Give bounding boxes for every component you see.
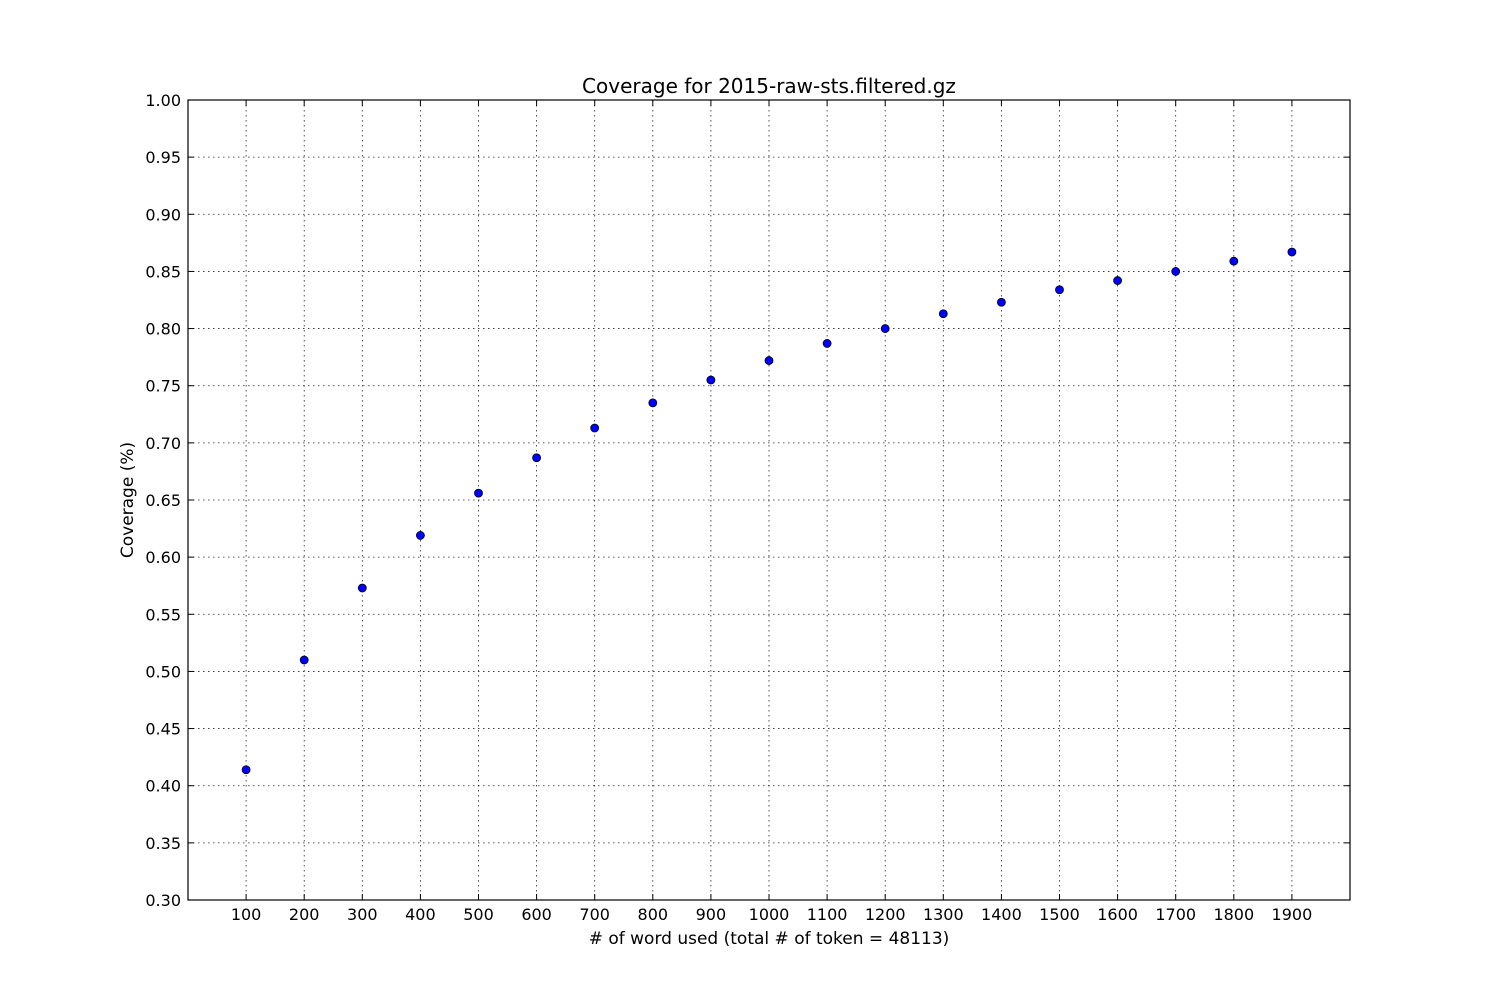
x-axis-title: # of word used (total # of token = 48113… (589, 929, 950, 949)
x-tick-label: 600 (521, 905, 552, 924)
chart-title: Coverage for 2015-raw-sts.filtered.gz (582, 74, 956, 98)
x-tick-label: 1500 (1039, 905, 1080, 924)
y-tick-label: 0.55 (145, 605, 181, 624)
data-point (590, 423, 600, 433)
y-tick-label: 0.90 (145, 205, 181, 224)
x-tick-label: 700 (579, 905, 610, 924)
data-point (532, 453, 541, 463)
data-point (706, 375, 716, 385)
y-tick-label: 0.45 (145, 720, 181, 739)
data-point (1113, 276, 1122, 285)
y-tick-label: 0.95 (145, 148, 181, 167)
data-point (1055, 285, 1064, 295)
x-tick-label: 1400 (981, 905, 1022, 924)
data-point (299, 655, 309, 665)
y-axis-title: Coverage (%) (118, 442, 138, 558)
x-tick-label: 100 (231, 905, 262, 924)
data-point (938, 309, 948, 319)
x-tick-label: 1800 (1213, 905, 1254, 924)
x-tick-label: 900 (696, 905, 727, 924)
y-tick-label: 0.40 (145, 777, 181, 796)
data-point (1171, 267, 1181, 276)
data-point (1287, 247, 1297, 257)
grid (188, 99, 1350, 901)
y-tick-label: 0.30 (145, 891, 181, 910)
data-point (357, 583, 367, 593)
x-tick-label: 300 (347, 905, 378, 924)
y-tick-label: 0.65 (145, 491, 181, 510)
y-tick-label: 0.35 (145, 834, 181, 853)
y-tick-label: 1.00 (145, 91, 181, 110)
data-point (1229, 256, 1239, 266)
x-tick-label: 1700 (1155, 905, 1196, 924)
data-point (997, 297, 1006, 307)
x-tick-label: 1900 (1272, 905, 1313, 924)
data-point (648, 398, 658, 408)
x-tick-label: 800 (638, 905, 669, 924)
x-tick-label: 1600 (1097, 905, 1138, 924)
data-point (880, 324, 890, 333)
x-axis: 100 200 300 400 500 600 700 800 900 1000 1100 1200 1… (231, 100, 1312, 924)
y-tick-label: 0.50 (145, 662, 181, 681)
data-point (474, 488, 483, 498)
data-points (241, 247, 1297, 775)
x-tick-label: 1000 (749, 905, 790, 924)
y-tick-label: 0.60 (145, 548, 181, 567)
plot-frame (187, 99, 1351, 901)
x-tick-label: 200 (289, 905, 320, 924)
data-point (822, 339, 832, 348)
data-point (415, 531, 425, 540)
x-tick-label: 1100 (807, 905, 848, 924)
x-tick-label: 1200 (865, 905, 906, 924)
y-axis: 0.30 0.35 0.40 0.45 0.50 0.55 0.60 0.65 0.70 0.75… (145, 91, 1350, 910)
x-tick-label: 400 (405, 905, 436, 924)
x-tick-label: 500 (463, 905, 494, 924)
y-tick-label: 0.85 (145, 262, 181, 281)
x-tick-label: 1300 (923, 905, 964, 924)
data-point (764, 356, 774, 365)
data-point (241, 765, 251, 775)
y-tick-label: 0.80 (145, 320, 181, 339)
y-tick-label: 0.70 (145, 434, 181, 453)
y-tick-label: 0.75 (145, 377, 181, 396)
